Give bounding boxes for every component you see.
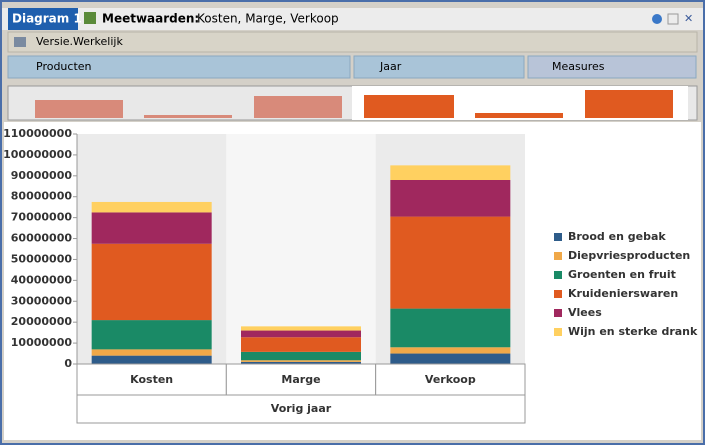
help-button[interactable] [652, 14, 662, 24]
y-tick-label: 70000000 [11, 211, 73, 224]
legend-label: Brood en gebak [568, 230, 666, 243]
legend-label: Vlees [568, 306, 602, 319]
legend-swatch [554, 252, 562, 260]
bar-segment [91, 201, 212, 213]
category-cell [76, 363, 227, 396]
bar-segment [390, 216, 511, 309]
maximize-button[interactable] [667, 13, 679, 25]
y-tick-label: 30000000 [11, 294, 73, 307]
bar-segment [241, 361, 361, 364]
bar-segment [91, 243, 212, 321]
preview-bar [35, 100, 123, 118]
columns-zone[interactable] [353, 55, 525, 79]
columns-label[interactable]: Jaar [379, 60, 402, 73]
x-tick-label: Verkoop [425, 373, 476, 386]
rows-zone[interactable] [7, 55, 351, 79]
bar-segment [241, 330, 361, 338]
measures-zone[interactable] [527, 55, 697, 79]
bar-segment [91, 212, 212, 244]
bar-segment [91, 355, 212, 364]
bar-segment [91, 320, 212, 350]
bar-segment [390, 165, 511, 180]
y-tick-label: 100000000 [3, 148, 72, 161]
y-tick-label: 80000000 [11, 190, 73, 203]
y-tick-label: 0 [64, 357, 72, 370]
y-tick-label: 10000000 [11, 336, 73, 349]
legend-label: Wijn en sterke drank [568, 325, 698, 338]
legend-swatch [554, 309, 562, 317]
preview-bar [475, 113, 563, 118]
category-band [226, 134, 376, 364]
y-tick-label: 60000000 [11, 232, 73, 245]
preview-bar [364, 95, 454, 118]
legend-swatch [554, 233, 562, 241]
tab-label[interactable]: Diagram 1 [12, 12, 82, 26]
y-tick-label: 50000000 [11, 252, 73, 265]
legend-label: Groenten en fruit [568, 268, 676, 281]
measures-label[interactable]: Measures [552, 60, 605, 73]
y-tick-label: 90000000 [11, 169, 73, 182]
bar-segment [390, 353, 511, 364]
heading-value: Kosten, Marge, Verkoop [197, 12, 339, 26]
preview-bar [585, 90, 673, 118]
legend-swatch [554, 290, 562, 298]
rows-label[interactable]: Producten [36, 60, 92, 73]
icon [84, 12, 96, 24]
legend-swatch [554, 271, 562, 279]
y-tick-label: 20000000 [11, 315, 73, 328]
bar-segment [241, 360, 361, 362]
legend-label: Diepvriesproducten [568, 249, 690, 262]
category-cell [225, 363, 377, 396]
bar-segment [241, 337, 361, 352]
category-cell [375, 363, 526, 396]
preview-bar [144, 115, 232, 118]
filter-label[interactable]: Versie.Werkelijk [36, 35, 123, 48]
bar-segment [241, 326, 361, 331]
bar-segment [91, 349, 212, 356]
group-label: Vorig jaar [271, 402, 332, 415]
close-button[interactable]: ✕ [684, 12, 693, 25]
group-cell [76, 394, 526, 424]
y-tick-label: 40000000 [11, 273, 73, 286]
bar-segment [241, 351, 361, 361]
legend-swatch [554, 328, 562, 336]
filter-row[interactable] [7, 31, 698, 53]
legend-label: Kruidenierswaren [568, 287, 678, 300]
x-tick-label: Marge [281, 373, 320, 386]
preview-bar [254, 96, 342, 118]
y-tick-label: 110000000 [3, 127, 72, 140]
heading-label: Meetwaarden: [102, 12, 199, 26]
title-bar [2, 8, 703, 30]
icon [14, 37, 26, 47]
x-tick-label: Kosten [130, 373, 173, 386]
tab[interactable] [8, 8, 78, 30]
bar-segment [390, 180, 511, 217]
bar-segment [390, 308, 511, 348]
bar-segment [390, 347, 511, 354]
